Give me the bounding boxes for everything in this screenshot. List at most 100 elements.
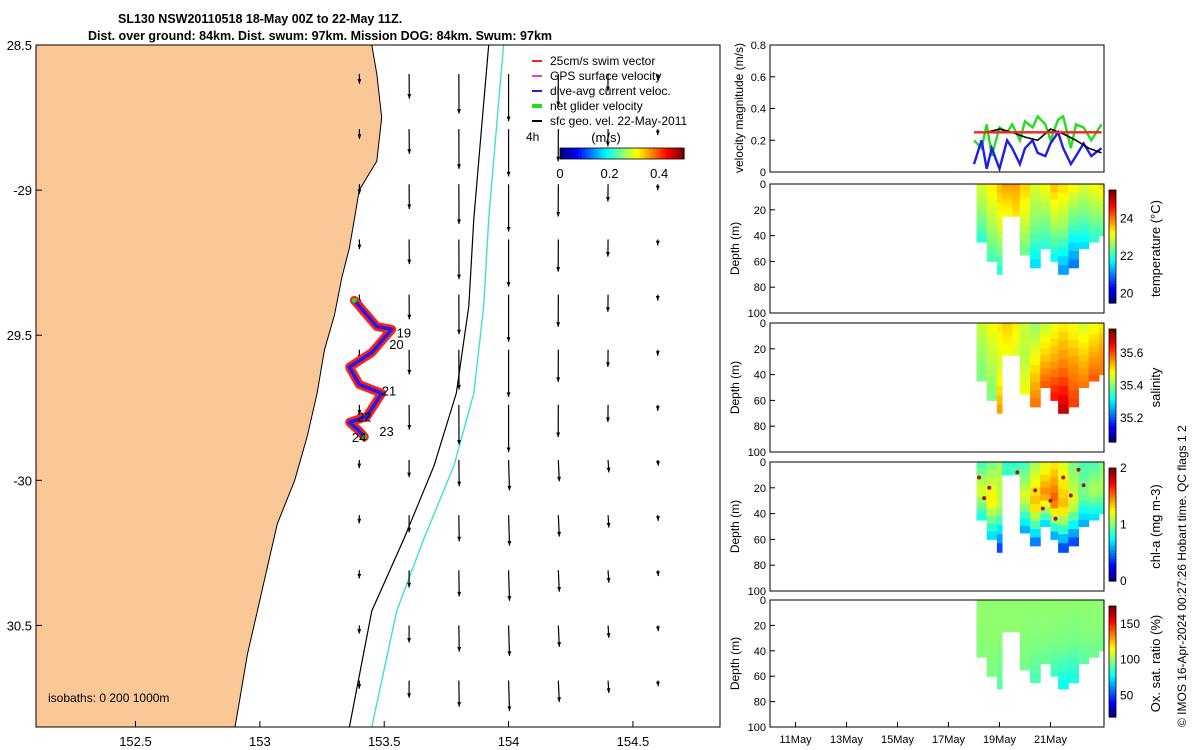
profile-cell: [1040, 606, 1051, 614]
profile-cell: [1068, 520, 1080, 530]
profile-cell: [1050, 469, 1059, 478]
profile-cell: [1098, 214, 1105, 221]
profile-cell: [976, 346, 988, 353]
map-colorbar-cell: [680, 148, 685, 159]
profile-cell: [1002, 619, 1013, 623]
geo-velocity-arrow: [507, 515, 511, 546]
profile-cell: [1019, 365, 1031, 374]
oxygen-colorbar-cell: [1109, 714, 1116, 718]
profile-cell: [1078, 520, 1090, 527]
profile-cell: [1088, 352, 1100, 359]
temperature-y-label: Depth (m): [728, 222, 742, 275]
oxygen-colorbar-cell: [1109, 630, 1116, 635]
profile-cell: [1058, 516, 1069, 526]
profile-cell: [1002, 463, 1013, 466]
map-colorbar-cell: [643, 148, 648, 159]
chlorophyll-colorbar-cell: [1109, 558, 1116, 562]
profile-cell: [1078, 631, 1090, 639]
profile-cell: [1040, 184, 1051, 191]
profile-cell: [1068, 356, 1080, 366]
profile-cell: [1012, 619, 1021, 623]
salinity-colorbar-cell: [1109, 348, 1116, 353]
profile-cell: [1050, 330, 1059, 339]
profile-cell: [1050, 607, 1059, 616]
map-colorbar-cell: [671, 148, 676, 159]
chlorophyll-colorbar-cell: [1109, 566, 1116, 571]
geo-velocity-arrowhead: [556, 211, 561, 217]
profile-cell: [1088, 622, 1100, 630]
profile-cell: [976, 617, 988, 624]
profile-cell: [1058, 202, 1069, 212]
profile-cell: [996, 534, 1003, 544]
legend-label: dive-avg current veloc.: [550, 84, 671, 98]
salinity-colorbar-cell: [1109, 427, 1116, 432]
profile-cell: [1040, 323, 1051, 330]
profile-cell: [1012, 196, 1021, 201]
profile-cell: [1068, 600, 1080, 609]
profile-cell: [1040, 625, 1051, 633]
temperature-colorbar-cell: [1109, 243, 1116, 248]
profile-cell: [1058, 386, 1069, 396]
geo-velocity-arrowhead: [506, 337, 511, 342]
chlorophyll-colorbar-cell: [1109, 499, 1116, 503]
temperature-y-tick-label: 20: [754, 205, 766, 217]
oxygen-colorbar-cell: [1109, 680, 1116, 685]
temperature-colorbar-cell: [1109, 209, 1116, 214]
profile-cell: [1058, 220, 1069, 230]
profile-cell: [1030, 529, 1041, 538]
geo-velocity-arrowhead: [457, 591, 462, 597]
salinity-colorbar-cell: [1109, 343, 1116, 347]
oxygen-y-tick-label: 0: [760, 595, 766, 607]
geo-velocity-arrowhead: [357, 134, 362, 139]
salinity-colorbar-cell: [1109, 416, 1116, 420]
chlorophyll-colorbar-tick-label: 0: [1120, 574, 1127, 588]
profile-cell: [1098, 194, 1105, 200]
profile-cell: [996, 635, 1003, 645]
profile-cell: [1058, 680, 1069, 690]
salinity-colorbar-cell: [1109, 374, 1116, 378]
profile-cell: [1030, 200, 1041, 210]
profile-cell: [976, 323, 988, 330]
day-label: 20: [389, 337, 403, 352]
map-colorbar-cell: [649, 148, 654, 159]
profile-cell: [1078, 612, 1090, 620]
chl-a-high-marker: [987, 485, 992, 490]
profile-cell: [996, 386, 1003, 396]
temperature-colorbar-cell: [1109, 223, 1116, 228]
map-colorbar-cell: [646, 148, 651, 159]
legend-label: net glider velocity: [550, 99, 643, 113]
profile-cell: [1019, 247, 1031, 256]
profile-cell: [1050, 361, 1059, 370]
chlorophyll-colorbar-cell: [1109, 569, 1116, 574]
profile-cell: [986, 492, 998, 502]
profile-cell: [1068, 184, 1080, 193]
profile-cell: [1002, 352, 1013, 356]
geo-velocity-arrowhead: [407, 582, 412, 588]
profile-panel-temperature: [976, 184, 1105, 275]
profile-cell: [1050, 500, 1059, 509]
salinity-colorbar-cell: [1109, 388, 1116, 392]
profile-cell: [1019, 358, 1031, 367]
profile-cell: [1088, 334, 1100, 341]
profile-cell: [986, 508, 998, 517]
profile-cell: [1088, 218, 1100, 226]
profile-cell: [1030, 192, 1041, 202]
profile-cell: [1040, 190, 1051, 198]
temperature-colorbar-cell: [1109, 266, 1116, 270]
chlorophyll-colorbar-cell: [1109, 535, 1116, 540]
profile-cell: [976, 230, 988, 237]
profile-cell: [986, 207, 998, 216]
profile-cell: [1058, 332, 1069, 342]
profile-cell: [1098, 359, 1105, 365]
profile-cell: [1050, 214, 1059, 224]
profile-cell: [976, 369, 988, 376]
geo-velocity-arrowhead: [557, 531, 562, 537]
profile-cell: [1098, 189, 1105, 195]
geo-velocity-arrowhead: [556, 156, 561, 162]
profile-cell: [1078, 368, 1090, 376]
profile-cell: [1098, 492, 1105, 499]
chlorophyll-colorbar-cell: [1109, 504, 1116, 509]
map-colorbar-frame: [559, 147, 685, 160]
profile-cell: [1098, 184, 1105, 190]
profile-cell: [1002, 464, 1013, 467]
